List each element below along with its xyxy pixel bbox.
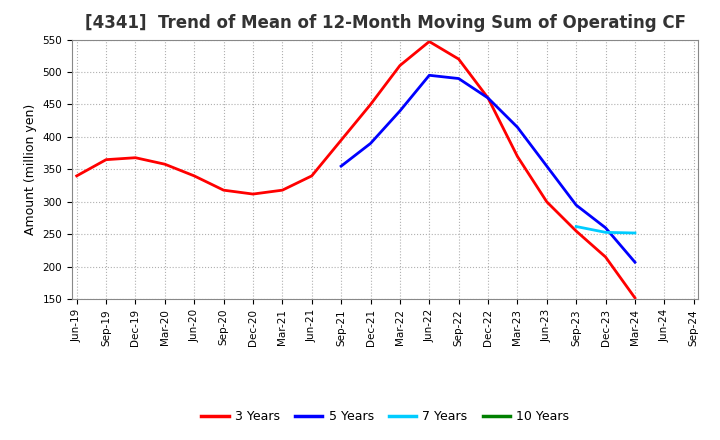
3 Years <box>131 155 140 160</box>
3 Years <box>73 173 81 179</box>
5 Years <box>631 260 639 265</box>
7 Years <box>572 224 580 229</box>
5 Years <box>337 164 346 169</box>
5 Years <box>425 73 433 78</box>
3 Years <box>102 157 110 162</box>
3 Years <box>366 102 375 107</box>
3 Years <box>337 138 346 143</box>
3 Years <box>161 161 169 167</box>
3 Years <box>278 187 287 193</box>
Line: 3 Years: 3 Years <box>77 41 635 298</box>
3 Years <box>395 63 404 68</box>
3 Years <box>248 191 257 197</box>
5 Years <box>572 202 580 208</box>
Line: 7 Years: 7 Years <box>576 227 635 233</box>
5 Years <box>395 108 404 114</box>
5 Years <box>366 141 375 146</box>
3 Years <box>601 254 610 260</box>
7 Years <box>631 231 639 236</box>
5 Years <box>513 125 522 130</box>
Legend: 3 Years, 5 Years, 7 Years, 10 Years: 3 Years, 5 Years, 7 Years, 10 Years <box>196 405 575 428</box>
Line: 5 Years: 5 Years <box>341 75 635 262</box>
5 Years <box>454 76 463 81</box>
3 Years <box>454 56 463 62</box>
3 Years <box>425 39 433 44</box>
Y-axis label: Amount (million yen): Amount (million yen) <box>24 104 37 235</box>
3 Years <box>631 295 639 301</box>
3 Years <box>484 95 492 101</box>
3 Years <box>513 154 522 159</box>
3 Years <box>220 187 228 193</box>
7 Years <box>601 230 610 235</box>
Title: [4341]  Trend of Mean of 12-Month Moving Sum of Operating CF: [4341] Trend of Mean of 12-Month Moving … <box>85 15 685 33</box>
3 Years <box>190 173 199 179</box>
5 Years <box>601 225 610 231</box>
3 Years <box>572 228 580 234</box>
5 Years <box>484 95 492 101</box>
5 Years <box>542 164 551 169</box>
3 Years <box>307 173 316 179</box>
3 Years <box>542 199 551 205</box>
